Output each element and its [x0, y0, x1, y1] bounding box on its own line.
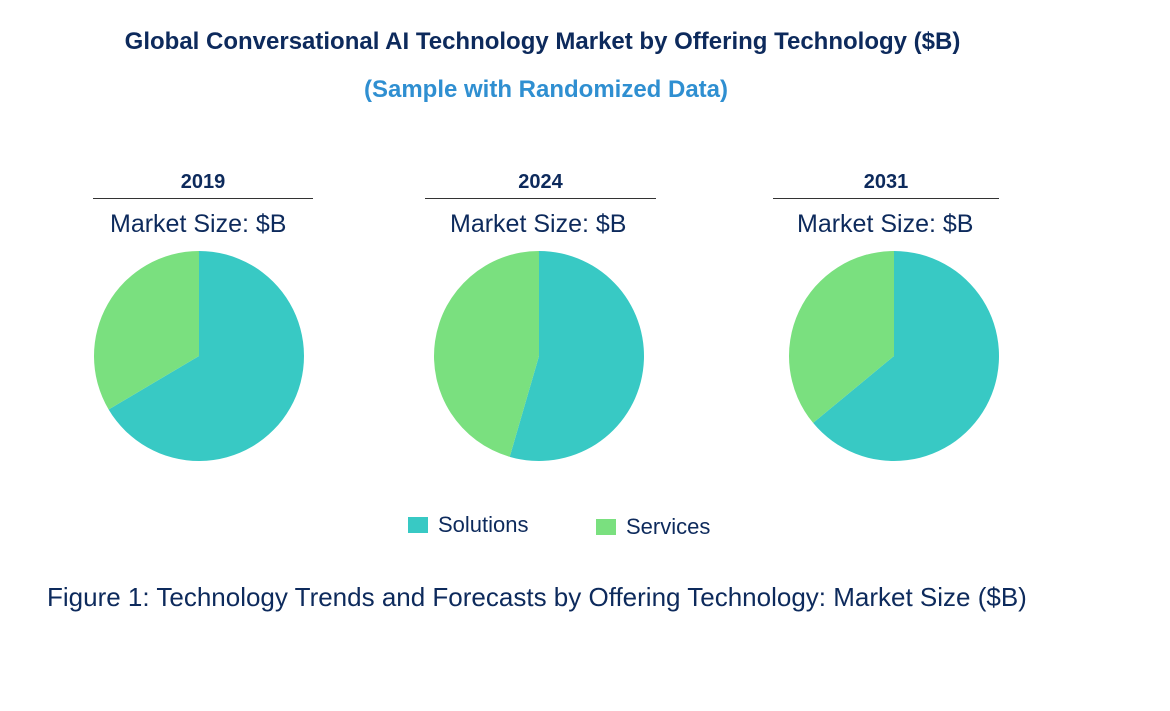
legend-item-solutions: Solutions: [408, 512, 529, 538]
pie-market-size-label: Market Size: $B: [797, 210, 974, 238]
pie-slice-solutions: [813, 251, 999, 461]
year-divider: [773, 198, 999, 199]
legend-swatch: [408, 517, 428, 533]
pie-year-label: 2031: [863, 171, 909, 193]
pie-chart-2031: [789, 251, 999, 461]
pie-header-2031: 2031: [773, 168, 999, 199]
pie-market-size-label: Market Size: $B: [110, 210, 287, 238]
year-divider: [93, 198, 313, 199]
pie-slice-services: [433, 251, 539, 457]
pie-market-size-label: Market Size: $B: [450, 210, 627, 238]
pie-slice-services: [789, 251, 894, 423]
year-divider: [425, 198, 656, 199]
chart-title: Global Conversational AI Technology Mark…: [124, 28, 961, 55]
pie-year-label: 2019: [180, 171, 226, 193]
legend-swatch: [596, 519, 616, 535]
figure-caption: Figure 1: Technology Trends and Forecast…: [47, 582, 1027, 612]
pie-header-2024: 2024: [425, 168, 656, 199]
legend-label: Services: [626, 514, 711, 539]
legend-item-services: Services: [596, 514, 710, 540]
pie-slice-solutions: [108, 251, 304, 462]
pie-chart-2019: [94, 251, 304, 462]
pie-slice-services: [94, 251, 199, 410]
chart-subtitle: (Sample with Randomized Data): [363, 76, 729, 103]
legend-label: Solutions: [438, 512, 529, 537]
chart-legend: Solutions Services: [408, 508, 768, 540]
pie-year-label: 2024: [518, 171, 563, 193]
pie-header-2019: 2019: [93, 168, 313, 199]
pie-slice-solutions: [509, 251, 644, 461]
pie-chart-2024: [433, 251, 644, 461]
